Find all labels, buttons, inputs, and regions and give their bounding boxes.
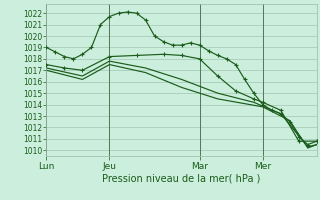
X-axis label: Pression niveau de la mer( hPa ): Pression niveau de la mer( hPa )	[102, 173, 261, 183]
